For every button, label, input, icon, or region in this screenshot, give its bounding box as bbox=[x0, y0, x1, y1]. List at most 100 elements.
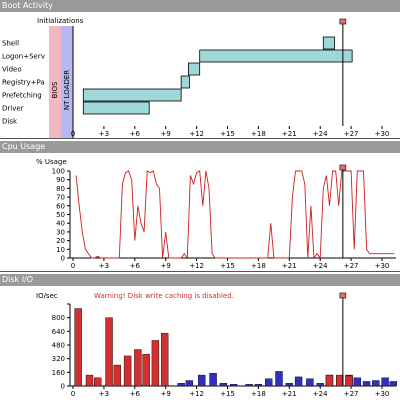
disk-io-bar bbox=[85, 374, 94, 387]
disk-io-title: Disk I/O bbox=[0, 274, 400, 286]
cpu-y-tick-label: 10 bbox=[56, 246, 65, 254]
x-tick-label: +9 bbox=[161, 130, 171, 138]
boot-segment-bar bbox=[82, 88, 182, 102]
x-tick-label: +15 bbox=[220, 390, 235, 398]
boot-row-label: Shell bbox=[2, 40, 19, 48]
x-tick-label: +24 bbox=[313, 130, 328, 138]
disk-io-bar bbox=[245, 383, 253, 387]
disk-io-bar bbox=[219, 383, 228, 387]
cpu-y-tick-label: 70 bbox=[56, 194, 65, 202]
boot-segment-bar bbox=[82, 101, 150, 115]
cpu-y-tick-label: 80 bbox=[56, 185, 65, 193]
cpu-y-tick-label: 90 bbox=[56, 176, 65, 184]
x-tick-label: 0 bbox=[71, 390, 75, 398]
disk-io-bar bbox=[151, 340, 160, 387]
x-tick-label: +18 bbox=[251, 130, 266, 138]
boot-row-label: Video bbox=[2, 66, 22, 74]
x-tick-label: 0 bbox=[71, 130, 75, 138]
x-tick-label: +21 bbox=[282, 262, 297, 270]
disk-io-bar bbox=[345, 375, 353, 387]
x-tick-label: +3 bbox=[99, 390, 109, 398]
x-tick-label: +9 bbox=[161, 262, 171, 270]
x-tick-label: +3 bbox=[99, 262, 109, 270]
disk-y-tick-label: 640 bbox=[52, 328, 65, 336]
boot-activity-title: Boot Activity bbox=[0, 0, 400, 12]
x-tick-label: +24 bbox=[313, 262, 328, 270]
disk-io-bar bbox=[105, 317, 113, 387]
cpu-usage-title: Cpu Usage bbox=[0, 141, 400, 153]
disk-io-bar bbox=[353, 377, 361, 387]
disk-io-bar bbox=[265, 378, 273, 387]
x-tick-label: +30 bbox=[375, 130, 390, 138]
x-tick-label: +12 bbox=[189, 390, 204, 398]
x-tick-label: +6 bbox=[130, 130, 141, 138]
cpu-y-tick-label: 50 bbox=[56, 211, 65, 219]
x-tick-label: +12 bbox=[189, 130, 204, 138]
x-tick-label: 0 bbox=[71, 262, 75, 270]
boot-row-label: Driver bbox=[2, 105, 24, 113]
x-tick-label: +9 bbox=[161, 390, 171, 398]
disk-io-bar bbox=[185, 380, 194, 387]
boot-segment-bar bbox=[322, 36, 336, 50]
x-tick-label: +27 bbox=[344, 262, 359, 270]
time-marker-handle[interactable] bbox=[339, 292, 347, 299]
disk-io-bar bbox=[336, 374, 344, 387]
nt-loader-phase bbox=[61, 26, 73, 138]
disk-io-bar bbox=[325, 374, 334, 387]
disk-io-bar bbox=[389, 381, 398, 387]
boot-segment-bar bbox=[180, 75, 190, 89]
time-marker-handle[interactable] bbox=[339, 164, 347, 171]
x-tick-label: +21 bbox=[282, 390, 297, 398]
disk-io-chart: IO/sec Warning! Disk write caching is di… bbox=[36, 292, 398, 398]
cpu-y-tick-label: 30 bbox=[56, 228, 65, 236]
disk-io-bar bbox=[285, 383, 293, 387]
disk-io-bar bbox=[294, 376, 303, 387]
disk-io-bar bbox=[160, 332, 169, 387]
disk-io-bar bbox=[381, 377, 389, 387]
x-tick-label: +18 bbox=[251, 390, 266, 398]
disk-io-bar bbox=[134, 349, 142, 387]
x-tick-label: +27 bbox=[344, 390, 359, 398]
x-tick-label: +12 bbox=[189, 262, 204, 270]
disk-io-bar bbox=[123, 355, 132, 387]
x-tick-label: +18 bbox=[251, 262, 266, 270]
boot-row-label: Disk bbox=[2, 118, 18, 126]
cpu-y-tick-label: 60 bbox=[56, 202, 65, 210]
disk-io-bar bbox=[275, 371, 283, 387]
x-tick-label: +21 bbox=[282, 130, 297, 138]
x-tick-label: +30 bbox=[375, 390, 390, 398]
disk-y-tick-label: 160 bbox=[52, 369, 65, 377]
cpu-y-tick-label: 0 bbox=[61, 255, 65, 263]
disk-io-bar bbox=[306, 378, 314, 387]
disk-io-bar bbox=[209, 373, 217, 387]
cpu-y-tick-label: 20 bbox=[56, 237, 65, 245]
disk-io-bar bbox=[94, 377, 102, 387]
boot-activity-chart: Initializations BIOS NT LOADER Shell Logo… bbox=[2, 17, 390, 138]
disk-io-bar bbox=[316, 383, 324, 387]
bios-phase bbox=[49, 26, 61, 138]
boot-segment-bar bbox=[187, 62, 201, 76]
x-tick-label: +15 bbox=[220, 130, 235, 138]
x-tick-label: +30 bbox=[375, 262, 390, 270]
disk-y-tick-label: 320 bbox=[52, 355, 65, 363]
disk-y-tick-label: 800 bbox=[52, 314, 65, 322]
disk-io-bar bbox=[372, 380, 380, 387]
x-tick-label: +3 bbox=[99, 130, 109, 138]
disk-y-tick-label: 0 bbox=[61, 383, 65, 391]
boot-segment-bar bbox=[199, 49, 353, 63]
disk-io-bar bbox=[74, 308, 82, 387]
x-tick-label: +24 bbox=[313, 390, 328, 398]
boot-row-label: Prefetching bbox=[2, 92, 42, 100]
time-marker-handle[interactable] bbox=[339, 18, 347, 25]
disk-io-bar bbox=[254, 383, 263, 387]
x-tick-label: +15 bbox=[220, 262, 235, 270]
x-tick-label: +27 bbox=[344, 130, 359, 138]
cpu-y-tick-label: 40 bbox=[56, 220, 65, 228]
cpu-y-tick-label: 100 bbox=[52, 168, 65, 176]
disk-ylabel: IO/sec bbox=[36, 292, 58, 300]
disk-io-bar bbox=[198, 374, 206, 387]
boot-row-label: Registry+Pa bbox=[2, 79, 45, 87]
cpu-usage-line bbox=[75, 170, 395, 260]
disk-io-bar bbox=[142, 353, 150, 387]
